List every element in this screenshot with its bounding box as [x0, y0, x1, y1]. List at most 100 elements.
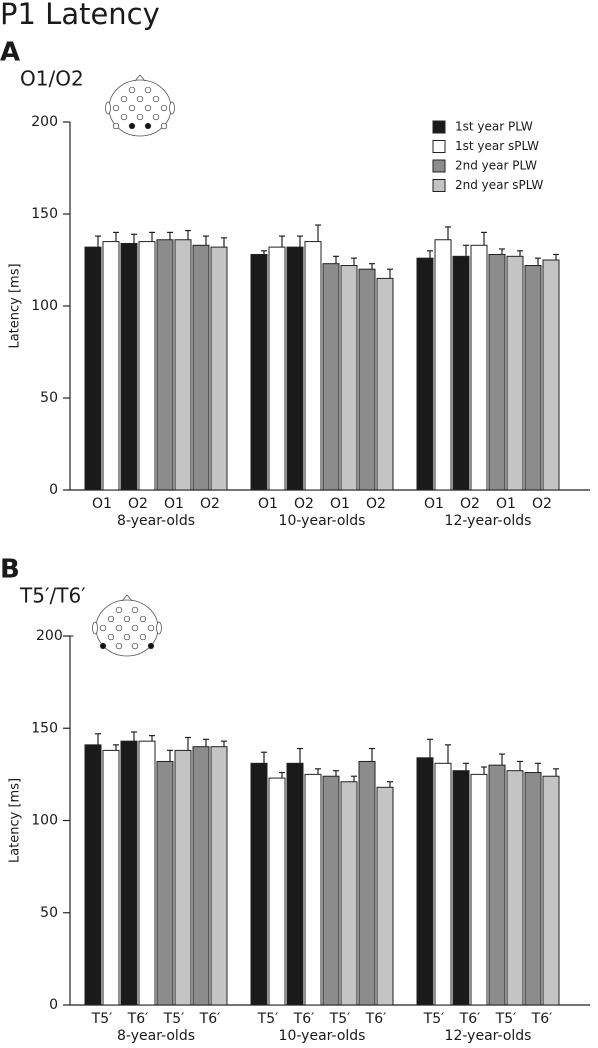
electrode — [160, 122, 168, 130]
group-label: 10-year-olds — [279, 513, 366, 529]
group-label: 12-year-olds — [445, 1028, 532, 1044]
panel-subtitle: T5′/T6′ — [19, 584, 86, 608]
legend-label: 1st year PLW — [455, 120, 533, 134]
electrode — [112, 104, 120, 112]
panel-label: B — [0, 555, 20, 585]
y-axis-label: Latency [ms] — [8, 263, 23, 348]
x-tick-label: O2 — [366, 496, 386, 512]
electrode — [131, 606, 139, 614]
head-nose — [121, 594, 133, 602]
x-tick-label: T6′ — [531, 1011, 553, 1027]
electrode — [147, 624, 155, 632]
x-tick-label: T5′ — [329, 1011, 351, 1027]
head-ear — [105, 101, 111, 115]
electrode — [123, 615, 131, 623]
electrode — [115, 624, 123, 632]
panel-label: A — [0, 38, 20, 68]
x-tick-label: T6′ — [199, 1011, 221, 1027]
x-tick-label: O1 — [424, 496, 444, 512]
bar — [210, 246, 228, 491]
legend-label: 2nd year sPLW — [455, 178, 543, 192]
x-tick-label: T5′ — [91, 1011, 113, 1027]
bar — [84, 744, 102, 1006]
bar — [434, 239, 452, 491]
panel-subtitle: O1/O2 — [20, 67, 84, 91]
bar — [340, 265, 358, 491]
bar — [542, 775, 560, 1006]
bar — [250, 762, 268, 1006]
group-label: 8-year-olds — [117, 1028, 195, 1044]
bar — [358, 268, 376, 491]
electrode — [160, 104, 168, 112]
x-tick-label: T6′ — [127, 1011, 149, 1027]
bar — [138, 241, 156, 491]
x-tick-label: O2 — [294, 496, 314, 512]
x-tick-label: T5′ — [163, 1011, 185, 1027]
bar — [506, 770, 524, 1006]
electrode — [107, 615, 115, 623]
electrode — [144, 86, 152, 94]
electrode — [128, 86, 136, 94]
electrode — [120, 95, 128, 103]
electrode — [123, 633, 131, 641]
electrode — [136, 113, 144, 121]
bar — [210, 746, 228, 1006]
electrode — [128, 122, 136, 130]
x-tick-label: O1 — [92, 496, 112, 512]
bar — [524, 772, 542, 1006]
x-tick-label: T5′ — [423, 1011, 445, 1027]
electrode — [131, 624, 139, 632]
electrode — [147, 642, 155, 650]
bar — [174, 239, 192, 491]
bar — [174, 749, 192, 1006]
bar — [488, 253, 506, 491]
electrode — [144, 104, 152, 112]
electrode — [115, 606, 123, 614]
legend-swatch — [432, 159, 446, 173]
x-tick-label: T5′ — [495, 1011, 517, 1027]
y-tick-label: 0 — [49, 997, 58, 1013]
bar — [452, 255, 470, 491]
y-tick-label: 50 — [40, 905, 58, 921]
electrode — [136, 95, 144, 103]
bar — [304, 241, 322, 491]
bar — [376, 277, 394, 491]
bar — [376, 786, 394, 1006]
group-label: 10-year-olds — [279, 1028, 366, 1044]
bar — [192, 244, 210, 491]
x-tick-label: O1 — [330, 496, 350, 512]
group-label: 12-year-olds — [445, 513, 532, 529]
electrode — [107, 633, 115, 641]
y-tick-label: 0 — [49, 482, 58, 498]
x-tick-label: T6′ — [365, 1011, 387, 1027]
bar — [470, 244, 488, 491]
y-axis-label: Latency [ms] — [8, 778, 23, 863]
electrode — [120, 113, 128, 121]
legend-swatch — [432, 140, 446, 153]
bar — [268, 777, 286, 1006]
x-tick-label: T6′ — [293, 1011, 315, 1027]
bar — [434, 762, 452, 1006]
x-tick-label: O1 — [496, 496, 516, 512]
bar — [416, 257, 434, 491]
bar — [250, 253, 268, 491]
bar — [192, 746, 210, 1006]
legend-swatch — [432, 179, 446, 192]
bar — [488, 764, 506, 1006]
x-tick-label: O2 — [460, 496, 480, 512]
electrode — [139, 633, 147, 641]
y-tick-label: 200 – — [36, 628, 74, 644]
y-tick-label: 200 — [31, 114, 58, 130]
electrode — [152, 113, 160, 121]
group-label: 8-year-olds — [117, 513, 195, 529]
head-ear — [156, 621, 162, 635]
y-tick-label: 100 — [31, 298, 58, 314]
bar — [358, 760, 376, 1006]
x-tick-label: O2 — [200, 496, 220, 512]
bar — [102, 241, 120, 491]
y-tick-label: 150 — [31, 206, 58, 222]
bar — [470, 773, 488, 1006]
bar — [506, 255, 524, 491]
electrode — [112, 122, 120, 130]
